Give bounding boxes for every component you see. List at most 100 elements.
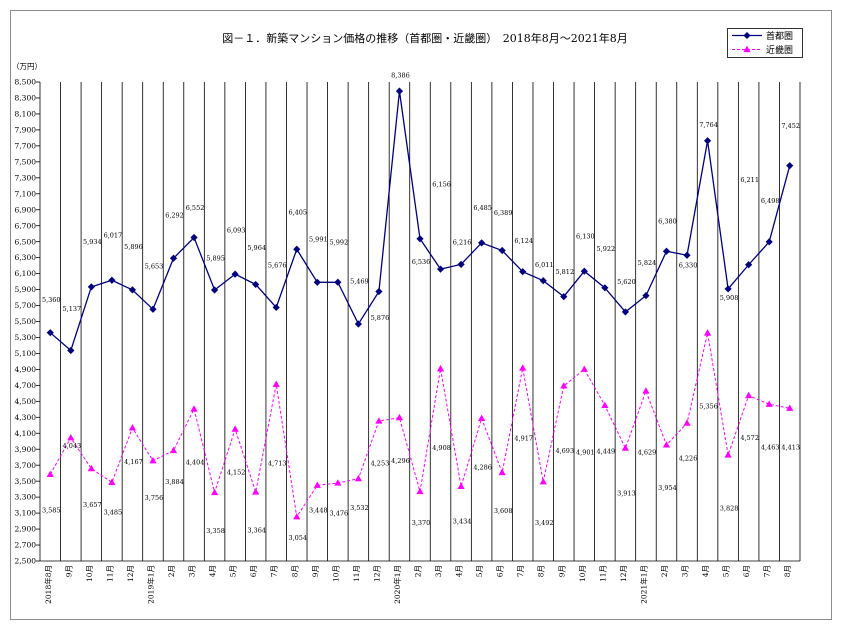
- series-0-point: [724, 285, 732, 293]
- series-1-data-label: 4,226: [679, 455, 698, 463]
- x-tick-label: 11月: [598, 565, 607, 582]
- series-0-point: [252, 280, 260, 289]
- series-1-data-label: 3,608: [494, 507, 513, 515]
- series-0-point: [703, 137, 712, 145]
- x-tick-label: 4月: [701, 565, 710, 577]
- legend-entry: 首都圏: [732, 30, 793, 42]
- series-0-point: [169, 254, 178, 262]
- series-0-point: [560, 292, 568, 301]
- x-tick-label: 3月: [188, 565, 197, 577]
- series-1-data-label: 3,476: [330, 509, 349, 517]
- y-tick-label: 2,500: [15, 557, 37, 566]
- series-1-data-label: 3,954: [658, 484, 677, 492]
- y-tick-label: 7,500: [15, 157, 37, 166]
- series-1-point: [108, 478, 116, 485]
- series-0-point: [601, 284, 609, 292]
- series-0-point: [128, 286, 137, 294]
- series-0-point: [395, 87, 404, 95]
- series-0-point: [67, 346, 75, 355]
- y-tick-label: 5,500: [15, 317, 37, 326]
- series-0-point: [293, 245, 301, 253]
- series-1-point: [724, 451, 732, 458]
- x-tick-label: 7月: [270, 565, 279, 577]
- legend-entry: 近畿圏: [732, 44, 793, 56]
- series-1-data-label: 4,449: [597, 448, 616, 456]
- y-tick-label: 6,500: [15, 237, 37, 246]
- series-1-point: [128, 424, 137, 431]
- series-1-data-label: 3,434: [453, 518, 472, 526]
- series-1-data-label: 3,585: [42, 507, 61, 515]
- y-tick-label: 5,300: [15, 333, 37, 342]
- series-0-point: [683, 251, 691, 259]
- series-1-point: [375, 417, 383, 424]
- series-0-data-label: 5,824: [638, 259, 657, 267]
- series-0-point: [436, 265, 445, 273]
- legend-label: 首都圏: [766, 30, 793, 42]
- series-1-point: [621, 444, 630, 451]
- legend-label: 近畿圏: [766, 44, 793, 56]
- series-1-data-label: 3,657: [83, 501, 102, 509]
- series-0-data-label: 5,620: [617, 278, 636, 286]
- series-0-data-label: 6,405: [288, 209, 307, 217]
- series-0-point: [416, 235, 424, 243]
- series-0-data-label: 5,964: [247, 244, 266, 252]
- series-1-point: [149, 456, 157, 464]
- x-tick-label: 3月: [434, 565, 443, 577]
- series-1-point: [293, 512, 301, 520]
- series-0-point: [745, 261, 753, 269]
- series-0-data-label: 5,991: [309, 236, 328, 244]
- series-0-point: [621, 308, 630, 316]
- y-tick-label: 8,500: [15, 78, 37, 87]
- series-0-line: [49, 91, 791, 352]
- series-0-data-label: 5,896: [124, 243, 143, 251]
- series-0-data-label: 6,498: [761, 197, 780, 205]
- series-1-data-label: 3,913: [617, 489, 636, 497]
- series-1-point: [334, 479, 342, 486]
- series-1-data-label: 4,463: [761, 444, 780, 452]
- x-tick-label: 2019年1月: [145, 565, 155, 604]
- series-1-point: [703, 329, 712, 336]
- series-1-point: [272, 380, 280, 387]
- x-tick-label: 11月: [352, 565, 361, 582]
- diamond-marker-icon: [743, 32, 751, 39]
- series-0-data-label: 5,653: [145, 263, 164, 271]
- series-1-data-label: 3,370: [412, 519, 431, 527]
- series-1-point: [498, 468, 506, 476]
- x-tick-label: 2020年1月: [392, 565, 402, 604]
- series-0-data-label: 6,485: [473, 204, 492, 212]
- series-1-data-label: 4,043: [63, 442, 82, 450]
- series-0-data-label: 5,360: [42, 296, 61, 304]
- x-tick-label: 8月: [290, 565, 299, 577]
- series-0-point: [313, 278, 321, 286]
- series-1-data-label: 3,054: [288, 534, 307, 542]
- y-tick-label: 5,900: [15, 285, 37, 294]
- series-0-point: [231, 270, 239, 278]
- x-tick-label: 12月: [619, 565, 628, 582]
- series-1-data-label: 3,492: [535, 519, 554, 527]
- series-1-point: [354, 474, 362, 482]
- series-0-data-label: 6,011: [535, 261, 554, 269]
- y-tick-label: 6,700: [15, 221, 37, 230]
- x-tick-label: 10月: [85, 565, 94, 582]
- series-0-data-label: 7,764: [699, 121, 718, 129]
- series-1-point: [745, 391, 753, 399]
- series-1-point: [519, 364, 527, 371]
- y-tick-label: 3,700: [15, 461, 37, 470]
- series-0-data-label: 6,536: [412, 258, 431, 266]
- series-0-data-label: 5,908: [720, 294, 739, 302]
- y-tick-label: 2,700: [15, 541, 37, 550]
- y-tick-label: 7,300: [15, 173, 37, 182]
- y-tick-label: 5,700: [15, 301, 37, 310]
- x-tick-label: 7月: [516, 565, 525, 577]
- series-1-point: [478, 414, 486, 422]
- x-tick-label: 4月: [208, 565, 217, 577]
- x-tick-label: 2月: [660, 565, 669, 577]
- series-1-data-label: 4,152: [227, 468, 246, 476]
- y-tick-label: 5,100: [15, 349, 37, 358]
- x-tick-label: 5月: [229, 565, 238, 577]
- series-1-point: [457, 482, 465, 490]
- series-layer: [46, 87, 794, 520]
- series-1-data-label: 4,404: [186, 458, 205, 466]
- x-tick-label: 11月: [105, 565, 114, 582]
